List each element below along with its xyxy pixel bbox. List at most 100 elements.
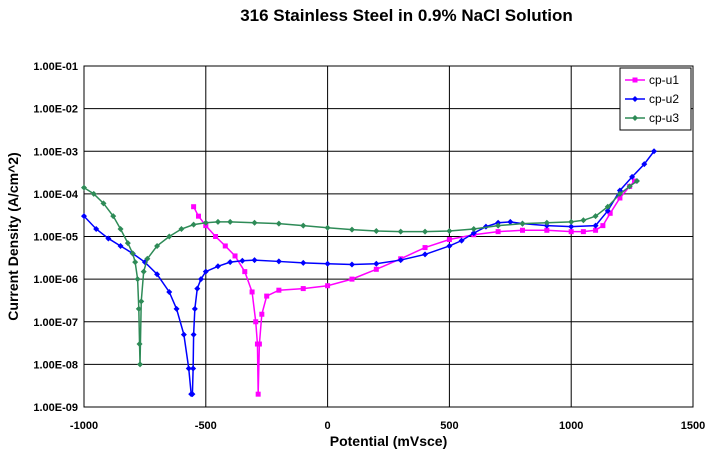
data-point	[242, 269, 248, 275]
data-point	[604, 207, 611, 214]
data-point	[227, 218, 234, 225]
data-point	[191, 305, 198, 312]
x-tick-label: 1500	[681, 420, 705, 432]
data-point	[110, 213, 117, 220]
x-tick-label: 500	[440, 420, 458, 432]
data-point	[190, 331, 197, 338]
data-point	[178, 225, 185, 232]
series-line	[192, 180, 636, 395]
series-cp-u3	[81, 178, 640, 368]
data-point	[144, 255, 151, 262]
data-point	[93, 225, 100, 232]
data-point	[495, 229, 501, 235]
data-point	[397, 228, 404, 235]
data-point	[300, 222, 307, 229]
data-point	[105, 235, 112, 242]
legend: cp-u1 cp-u2 cp-u3	[619, 67, 692, 131]
data-point	[264, 293, 270, 299]
data-point	[592, 222, 599, 229]
y-tick-label: 1.00E-07	[33, 317, 78, 329]
data-point	[194, 285, 201, 292]
data-point	[132, 259, 139, 266]
data-point	[568, 229, 574, 235]
data-point	[249, 289, 255, 295]
data-point	[325, 283, 331, 289]
data-point	[124, 240, 131, 247]
data-point	[117, 242, 124, 249]
data-point	[197, 276, 204, 283]
data-point	[592, 213, 599, 220]
data-point	[136, 341, 143, 348]
data-point	[253, 319, 259, 325]
y-tick-label: 1.00E-05	[33, 232, 78, 244]
data-point	[166, 288, 173, 295]
data-point	[580, 217, 587, 224]
data-point	[195, 213, 201, 219]
x-tick-labels: -1000 -500 0 500 1000 1500	[70, 420, 705, 432]
series-layer	[81, 148, 658, 398]
data-point	[373, 227, 380, 234]
data-point	[276, 287, 282, 293]
data-point	[214, 263, 221, 270]
data-point	[185, 365, 192, 372]
data-point	[222, 243, 228, 249]
data-point	[275, 220, 282, 227]
data-point	[256, 341, 262, 347]
y-tick-labels: 1.00E-09 1.00E-08 1.00E-07 1.00E-06 1.00E-05…	[33, 61, 79, 414]
data-point	[544, 227, 550, 233]
x-tick-label: 0	[325, 420, 331, 432]
data-point	[129, 250, 136, 257]
x-tick-label: 1000	[559, 420, 583, 432]
data-point	[300, 259, 307, 266]
data-point	[632, 115, 638, 121]
y-tick-label: 1.00E-04	[33, 189, 79, 201]
data-point	[580, 229, 586, 235]
legend-label: cp-u1	[649, 73, 679, 87]
data-point	[190, 365, 197, 372]
data-point	[373, 266, 379, 272]
data-point	[568, 223, 575, 230]
y-tick-label: 1.00E-09	[33, 402, 78, 414]
data-point	[259, 311, 265, 317]
data-point	[446, 242, 453, 249]
data-point	[641, 161, 648, 168]
data-point	[348, 261, 355, 268]
data-point	[135, 305, 142, 312]
data-point	[154, 271, 161, 278]
data-point	[446, 227, 453, 234]
data-point	[275, 258, 282, 265]
data-point	[507, 218, 514, 225]
data-point	[239, 257, 246, 264]
data-point	[632, 96, 638, 102]
y-tick-label: 1.00E-06	[33, 274, 78, 286]
y-axis-title: Current Density (A/cm^2)	[5, 152, 21, 320]
grid-lines	[83, 65, 694, 408]
data-point	[633, 178, 640, 185]
data-point	[632, 77, 638, 83]
data-point	[519, 220, 526, 227]
data-point	[600, 223, 606, 229]
data-point	[607, 210, 613, 216]
data-point	[300, 286, 306, 292]
y-tick-label: 1.00E-01	[33, 61, 78, 73]
y-tick-label: 1.00E-03	[33, 146, 78, 158]
data-point	[166, 233, 173, 240]
legend-item: cp-u2	[625, 92, 679, 106]
data-point	[191, 204, 197, 210]
data-point	[519, 227, 525, 233]
data-point	[324, 260, 331, 267]
x-tick-label: -1000	[70, 420, 98, 432]
data-point	[140, 268, 147, 275]
data-point	[213, 234, 219, 239]
data-point	[397, 257, 404, 264]
data-point	[227, 259, 234, 266]
data-point	[154, 242, 161, 249]
data-point	[349, 276, 355, 282]
data-point	[81, 213, 87, 220]
data-point	[543, 219, 550, 226]
y-tick-label: 1.00E-02	[33, 104, 78, 116]
data-point	[651, 148, 658, 155]
data-point	[232, 253, 238, 259]
data-point	[458, 237, 465, 244]
